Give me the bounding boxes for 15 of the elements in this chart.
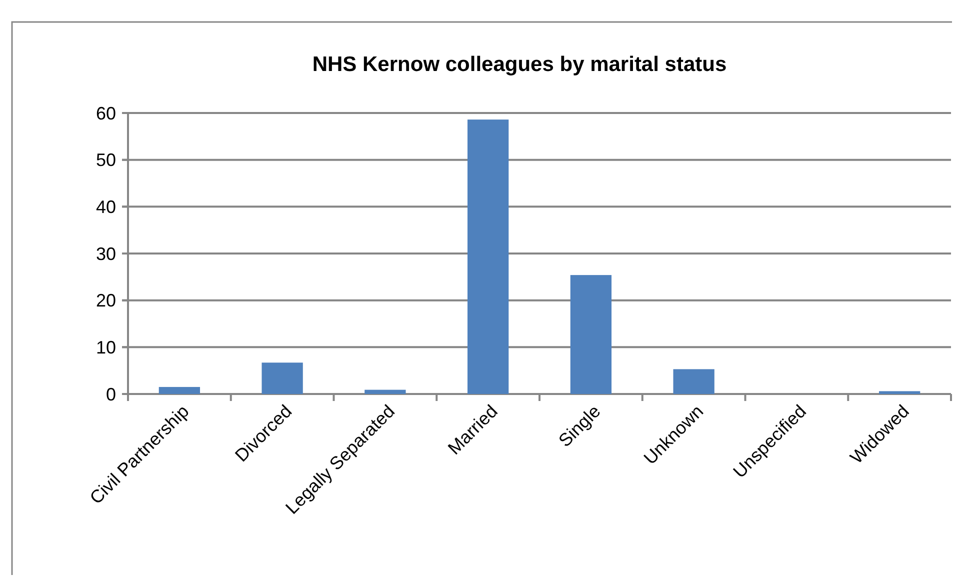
chart-title: NHS Kernow colleagues by marital status: [312, 53, 727, 76]
y-tick-label: 0: [106, 384, 116, 404]
bar: [570, 275, 612, 394]
bar: [262, 362, 303, 394]
y-tick-label: 30: [96, 244, 116, 264]
y-tick-label: 20: [96, 290, 116, 311]
bar: [878, 391, 920, 394]
bar: [467, 120, 509, 394]
y-tick-label: 10: [96, 337, 116, 358]
y-tick-label: 40: [96, 196, 116, 217]
bar: [673, 369, 714, 394]
bar: [158, 386, 200, 394]
bar: [364, 390, 406, 394]
y-tick-label: 60: [96, 103, 116, 124]
y-tick-label: 50: [96, 150, 116, 170]
